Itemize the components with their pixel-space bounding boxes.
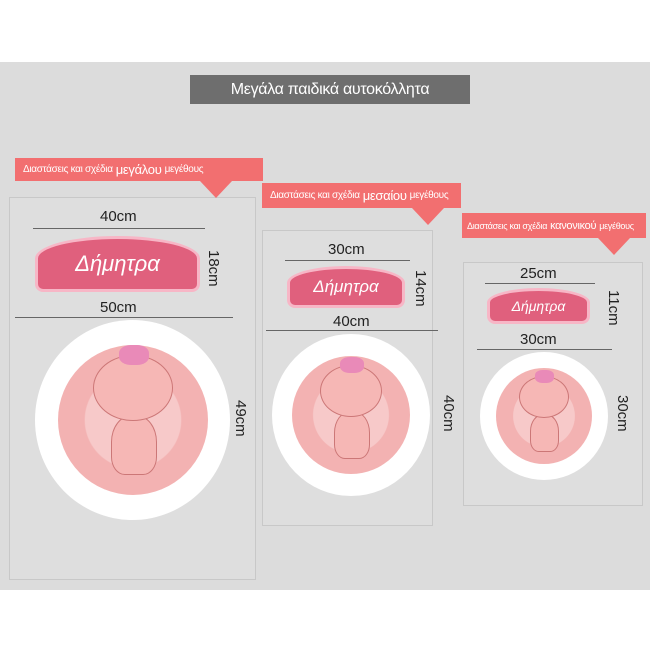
cat-sticker <box>272 334 430 496</box>
name-width: 25cm <box>520 265 557 282</box>
dim-line <box>485 283 595 284</box>
name-height: 14cm <box>412 270 429 307</box>
banner-text: μεγέθους <box>409 190 449 201</box>
banner-text: μεγέθους <box>164 164 204 175</box>
dim-line <box>266 330 438 331</box>
cat-head <box>519 376 569 418</box>
dim-line <box>477 349 612 350</box>
name-height: 11cm <box>605 290 622 326</box>
sticker-width: 40cm <box>333 313 370 330</box>
dim-line <box>33 228 205 229</box>
banner-medium: Διαστάσεις και σχέδια μεσαίου μεγέθους <box>262 183 461 208</box>
cat-illustration <box>92 345 173 485</box>
banner-arrow <box>412 208 444 225</box>
sticker-height: 40cm <box>440 395 457 432</box>
cat-sticker <box>35 320 230 520</box>
name-height: 18cm <box>205 250 222 287</box>
page-title: Μεγάλα παιδικά αυτοκόλλητα <box>190 75 470 104</box>
banner-text: Διαστάσεις και σχέδια <box>467 220 548 231</box>
banner-size-word: κανονικού <box>550 219 597 232</box>
name-width: 30cm <box>328 241 365 258</box>
banner-normal: Διαστάσεις και σχέδια κανονικού μεγέθους <box>462 213 646 238</box>
cat-body <box>334 411 370 459</box>
name-banner: Δήμητρα <box>287 266 405 308</box>
cat-bow <box>118 345 149 365</box>
banner-size-word: μεγάλου <box>115 162 162 177</box>
cat-bow <box>340 357 364 373</box>
banner-size-word: μεσαίου <box>362 188 407 203</box>
name-banner: Δήμητρα <box>35 236 200 292</box>
cat-illustration <box>519 370 569 456</box>
cat-head <box>320 365 382 417</box>
cat-sticker <box>480 352 608 480</box>
banner-arrow <box>598 238 630 255</box>
sticker-width: 30cm <box>520 331 557 348</box>
name-width: 40cm <box>100 208 137 225</box>
sticker-circle <box>292 356 410 474</box>
banner-text: Διαστάσεις και σχέδια <box>270 190 360 201</box>
dim-line <box>285 260 410 261</box>
sticker-width: 50cm <box>100 299 137 316</box>
banner-arrow <box>200 181 232 198</box>
banner-text: μεγέθους <box>599 220 634 231</box>
cat-body <box>110 415 157 475</box>
banner-text: Διαστάσεις και σχέδια <box>23 164 113 175</box>
sticker-circle <box>57 345 208 495</box>
cat-body <box>530 414 559 452</box>
cat-illustration <box>320 357 382 465</box>
sticker-circle <box>496 368 592 464</box>
cat-head <box>92 355 173 421</box>
cat-bow <box>535 370 554 383</box>
banner-large: Διαστάσεις και σχέδια μεγάλου μεγέθους <box>15 158 263 181</box>
name-banner: Δήμητρα <box>487 288 590 324</box>
sticker-height: 49cm <box>232 400 249 437</box>
dim-line <box>15 317 233 318</box>
sticker-height: 30cm <box>614 395 631 432</box>
